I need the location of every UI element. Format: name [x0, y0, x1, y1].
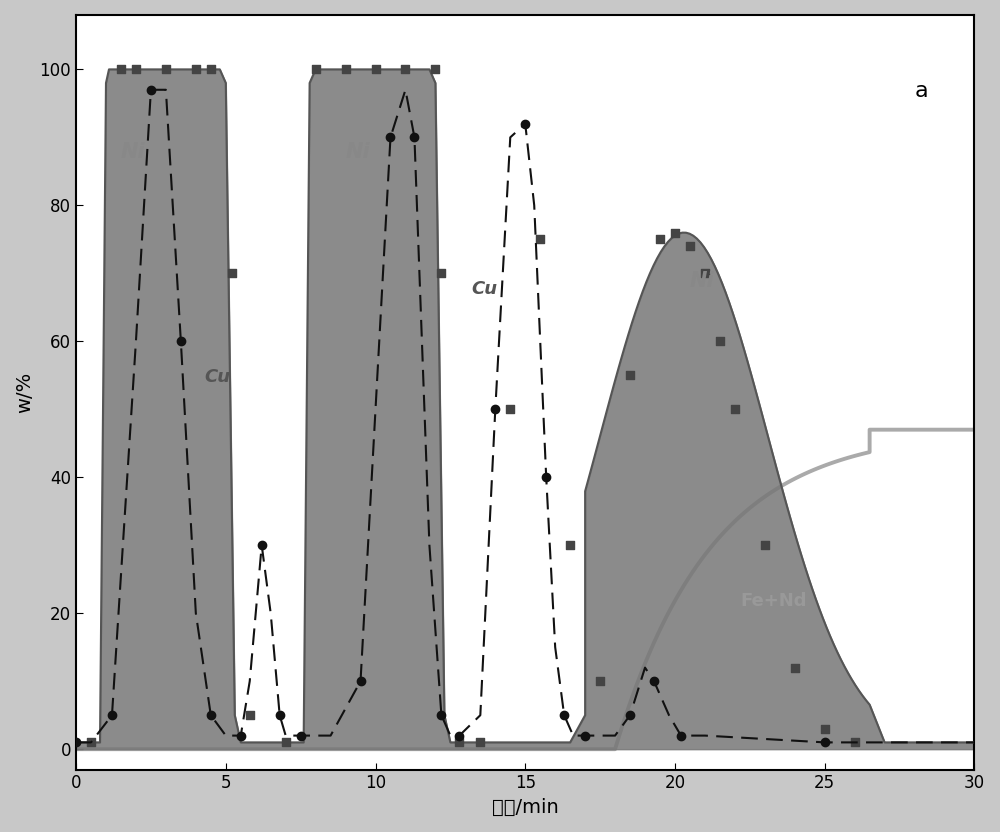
- Point: [652, 233, 668, 246]
- Point: [368, 62, 384, 76]
- Point: [847, 735, 863, 749]
- Point: [242, 709, 258, 722]
- Text: Ni: Ni: [690, 271, 715, 291]
- Point: [427, 62, 443, 76]
- Point: [128, 62, 144, 76]
- Point: [592, 675, 608, 688]
- Point: [502, 403, 518, 416]
- Point: [667, 225, 683, 239]
- Text: a: a: [915, 81, 928, 101]
- Text: Cu: Cu: [471, 280, 497, 298]
- X-axis label: 时间/min: 时间/min: [492, 798, 559, 817]
- Y-axis label: w/%: w/%: [15, 372, 34, 413]
- Point: [397, 62, 413, 76]
- Point: [338, 62, 354, 76]
- Point: [727, 403, 743, 416]
- Point: [83, 735, 99, 749]
- Point: [451, 735, 467, 749]
- Point: [308, 62, 324, 76]
- Text: Fe+Nd: Fe+Nd: [741, 592, 807, 611]
- Point: [188, 62, 204, 76]
- Point: [158, 62, 174, 76]
- Point: [433, 267, 449, 280]
- Point: [472, 735, 488, 749]
- Point: [203, 62, 219, 76]
- Point: [278, 735, 294, 749]
- Text: Ni: Ni: [121, 141, 146, 161]
- Point: [712, 334, 728, 348]
- Point: [562, 538, 578, 552]
- Text: Cu: Cu: [205, 368, 231, 386]
- Point: [697, 267, 713, 280]
- Point: [113, 62, 129, 76]
- Point: [682, 240, 698, 253]
- Point: [532, 233, 548, 246]
- Point: [757, 538, 773, 552]
- Point: [224, 267, 240, 280]
- Point: [787, 661, 803, 674]
- Text: Ni: Ni: [346, 141, 370, 161]
- Point: [817, 722, 833, 735]
- Point: [622, 369, 638, 382]
